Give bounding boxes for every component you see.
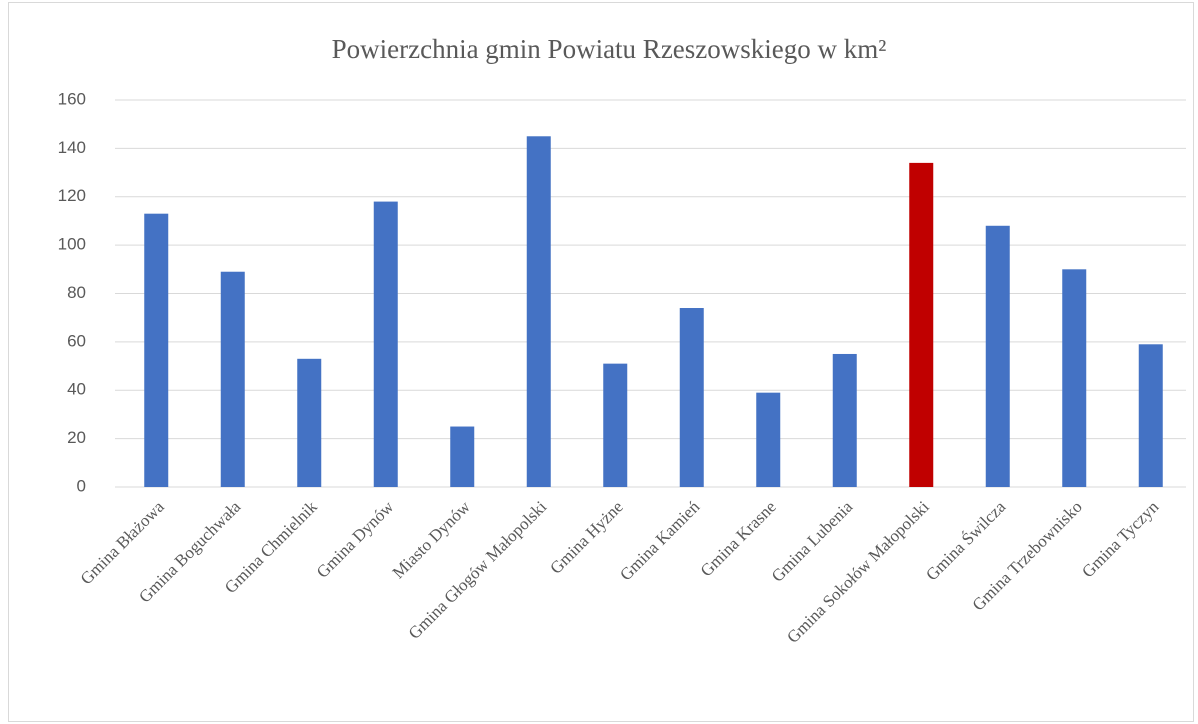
chart-title: Powierzchnia gmin Powiatu Rzeszowskiego … bbox=[332, 34, 887, 64]
y-tick-label: 160 bbox=[58, 89, 86, 108]
bar bbox=[603, 363, 628, 487]
bar bbox=[144, 213, 169, 487]
bar bbox=[909, 162, 934, 487]
bar bbox=[220, 271, 245, 487]
bar bbox=[373, 201, 398, 487]
bar bbox=[679, 308, 704, 487]
bar bbox=[526, 136, 551, 487]
bar bbox=[985, 225, 1010, 487]
y-tick-label: 100 bbox=[58, 235, 86, 254]
y-tick-label: 0 bbox=[77, 476, 86, 495]
bar bbox=[297, 358, 322, 487]
bar bbox=[1138, 344, 1163, 487]
bar bbox=[756, 392, 781, 487]
y-tick-label: 40 bbox=[67, 380, 86, 399]
bar bbox=[1062, 269, 1087, 487]
y-tick-label: 140 bbox=[58, 138, 86, 157]
y-tick-label: 60 bbox=[67, 331, 86, 350]
bar bbox=[832, 353, 857, 487]
y-tick-label: 120 bbox=[58, 186, 86, 205]
bar bbox=[450, 426, 475, 487]
y-tick-label: 20 bbox=[67, 428, 86, 447]
y-tick-label: 80 bbox=[67, 283, 86, 302]
chart-border bbox=[8, 2, 1194, 722]
